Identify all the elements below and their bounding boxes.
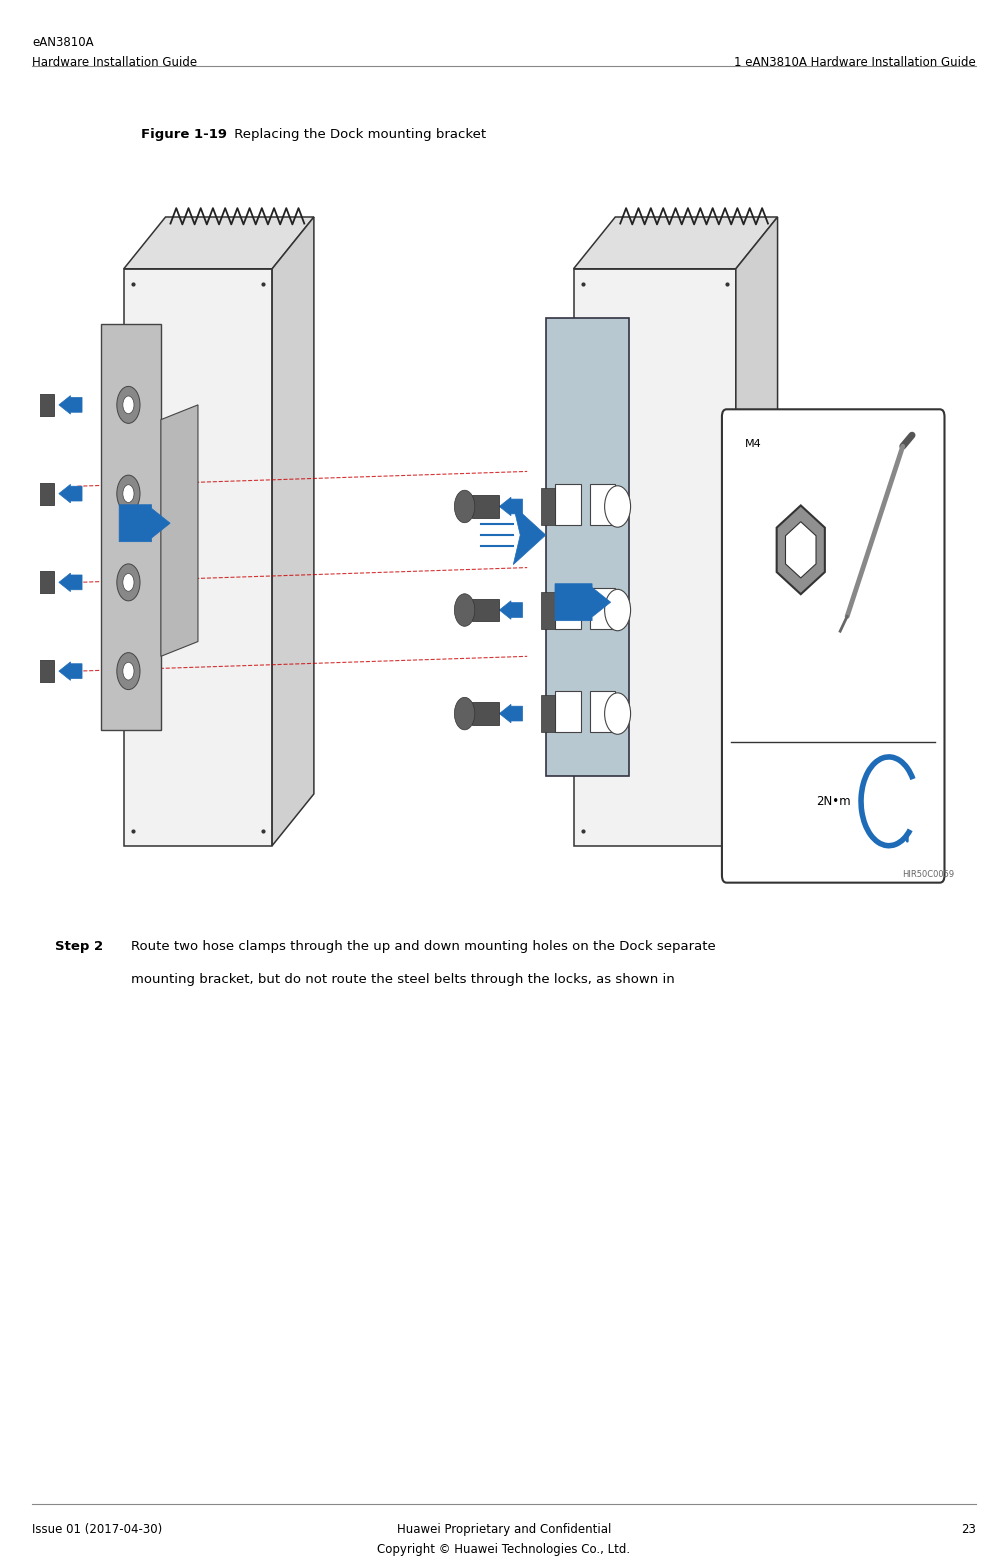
- Polygon shape: [574, 216, 777, 270]
- Circle shape: [14, 655, 34, 688]
- Circle shape: [455, 490, 475, 523]
- Circle shape: [14, 389, 34, 422]
- Text: Route two hose clamps through the up and down mounting holes on the Dock separat: Route two hose clamps through the up and…: [131, 940, 716, 953]
- Text: 23: 23: [961, 1523, 976, 1536]
- FancyBboxPatch shape: [722, 409, 944, 882]
- Circle shape: [117, 475, 140, 512]
- Text: 1 eAN3810A Hardware Installation Guide: 1 eAN3810A Hardware Installation Guide: [734, 56, 976, 69]
- Circle shape: [605, 589, 631, 632]
- Polygon shape: [541, 696, 555, 732]
- Circle shape: [455, 697, 475, 730]
- Polygon shape: [31, 572, 54, 594]
- Polygon shape: [545, 318, 629, 777]
- Text: Issue 01 (2017-04-30): Issue 01 (2017-04-30): [32, 1523, 162, 1536]
- Polygon shape: [119, 505, 170, 542]
- Text: HIR50C0059: HIR50C0059: [901, 870, 954, 879]
- Polygon shape: [58, 574, 82, 592]
- Circle shape: [455, 594, 475, 627]
- Polygon shape: [541, 592, 555, 628]
- Text: mounting bracket, but do not route the steel belts through the locks, as shown i: mounting bracket, but do not route the s…: [131, 973, 679, 986]
- Polygon shape: [555, 484, 581, 525]
- Text: Step 2: Step 2: [55, 940, 104, 953]
- Polygon shape: [272, 216, 313, 846]
- Polygon shape: [590, 588, 615, 628]
- Polygon shape: [58, 395, 82, 414]
- Polygon shape: [58, 484, 82, 503]
- Circle shape: [117, 652, 140, 689]
- Circle shape: [14, 478, 34, 509]
- Polygon shape: [555, 691, 581, 732]
- Text: 2N•m: 2N•m: [815, 794, 851, 809]
- Text: Huawei Proprietary and Confidential: Huawei Proprietary and Confidential: [397, 1523, 611, 1536]
- Text: Figure 1-19: Figure 1-19: [141, 128, 227, 141]
- Text: Replacing the Dock mounting bracket: Replacing the Dock mounting bracket: [230, 128, 486, 141]
- Polygon shape: [472, 495, 499, 517]
- Text: M4: M4: [745, 439, 762, 448]
- Polygon shape: [31, 483, 54, 505]
- Polygon shape: [499, 497, 522, 516]
- Polygon shape: [541, 487, 555, 525]
- Text: eAN3810A: eAN3810A: [32, 36, 94, 49]
- Circle shape: [123, 484, 134, 503]
- Polygon shape: [590, 484, 615, 525]
- Polygon shape: [124, 216, 313, 270]
- Polygon shape: [499, 600, 522, 619]
- Polygon shape: [472, 599, 499, 621]
- Circle shape: [117, 387, 140, 423]
- Circle shape: [117, 564, 140, 600]
- Polygon shape: [513, 506, 545, 564]
- Polygon shape: [499, 704, 522, 722]
- Polygon shape: [555, 583, 611, 621]
- Polygon shape: [590, 691, 615, 732]
- Text: Copyright © Huawei Technologies Co., Ltd.: Copyright © Huawei Technologies Co., Ltd…: [377, 1543, 631, 1556]
- Polygon shape: [124, 270, 272, 846]
- Polygon shape: [101, 323, 161, 730]
- Polygon shape: [31, 393, 54, 415]
- Circle shape: [14, 566, 34, 599]
- Polygon shape: [776, 506, 825, 594]
- Circle shape: [123, 663, 134, 680]
- Polygon shape: [736, 216, 777, 846]
- Polygon shape: [31, 660, 54, 682]
- Circle shape: [123, 396, 134, 414]
- Polygon shape: [58, 661, 82, 680]
- Circle shape: [123, 574, 134, 591]
- Text: Hardware Installation Guide: Hardware Installation Guide: [32, 56, 198, 69]
- Polygon shape: [785, 522, 816, 578]
- Polygon shape: [472, 702, 499, 724]
- Polygon shape: [574, 270, 736, 846]
- Polygon shape: [555, 588, 581, 628]
- Circle shape: [605, 486, 631, 527]
- Circle shape: [605, 693, 631, 735]
- Polygon shape: [161, 404, 198, 657]
